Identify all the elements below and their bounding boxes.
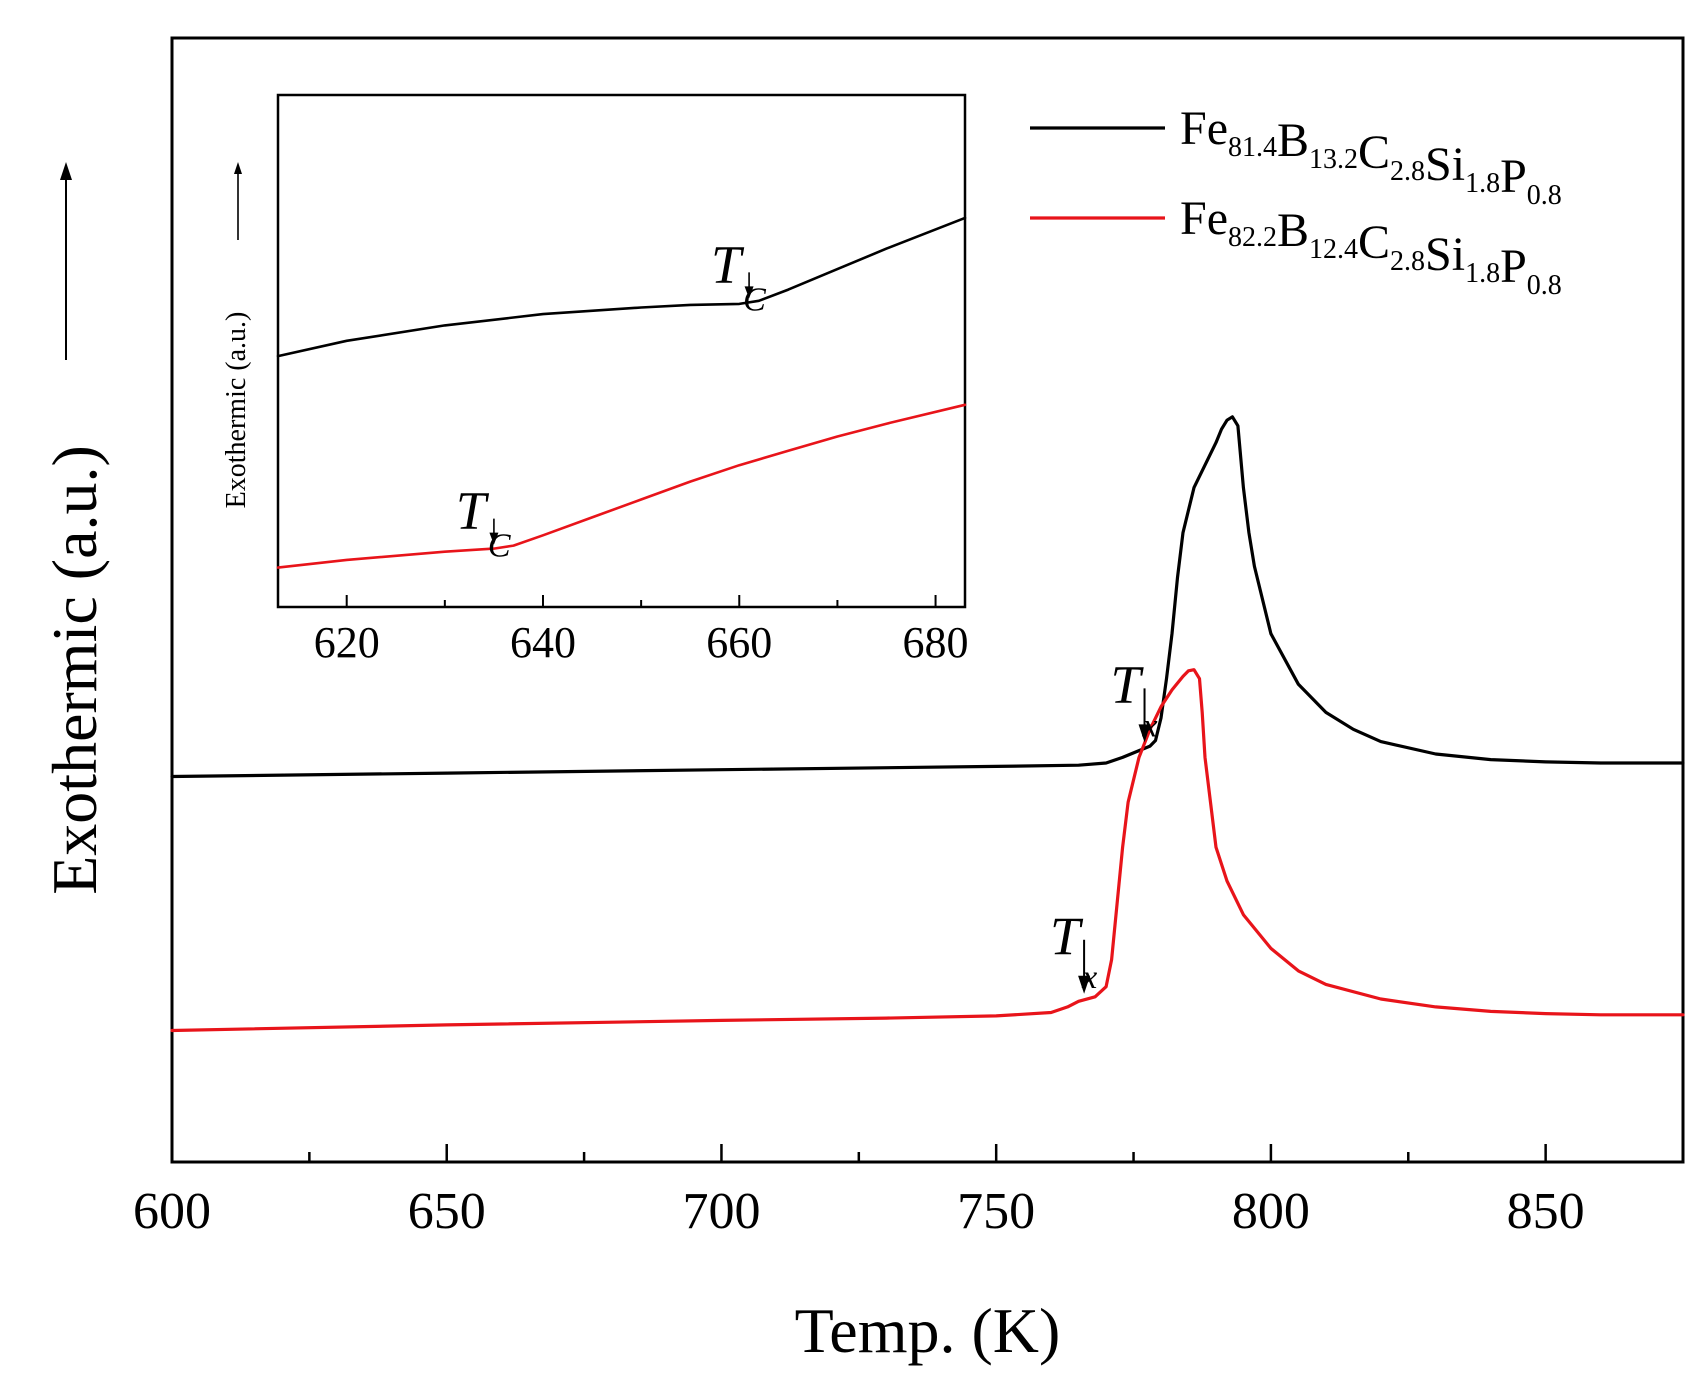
legend-element-subscript: 0.8: [1527, 180, 1562, 211]
legend-element-subscript: 1.8: [1465, 168, 1500, 199]
main-series-line-2: [170, 668, 1685, 1033]
inset-annotation-sub: C: [488, 528, 511, 565]
inset-annotation-2: TC: [456, 481, 511, 565]
legend-element-subscript: 81.4: [1228, 132, 1277, 163]
legend-element-symbol: Fe: [1180, 192, 1228, 245]
inset-y-axis-title-group: Exothermic (a.u.): [221, 312, 252, 509]
inset-annotation-arrow-head: [744, 286, 754, 299]
inset-annotation-1: TC: [711, 234, 766, 318]
legend-element-subscript: 13.2: [1309, 144, 1358, 175]
y-axis-title: Exothermic (a.u.): [39, 445, 110, 895]
legend-element-subscript: 0.8: [1527, 270, 1562, 301]
legend-label-1: Fe81.4B13.2C2.8Si1.8P0.8: [1180, 102, 1562, 211]
inset-y-axis-arrow-head: [234, 162, 242, 174]
legend-element-symbol: Si: [1425, 228, 1465, 281]
y-axis-arrow-head: [60, 162, 72, 180]
inset-xtick-label-680: 680: [903, 618, 969, 667]
legend: Fe81.4B13.2C2.8Si1.8P0.8Fe82.2B12.4C2.8S…: [1030, 102, 1562, 301]
legend-label-2: Fe82.2B12.4C2.8Si1.8P0.8: [1180, 192, 1562, 301]
legend-element-subscript: 1.8: [1465, 258, 1500, 289]
legend-element-subscript: 82.2: [1228, 222, 1277, 253]
legend-element-symbol: C: [1358, 216, 1390, 269]
main-annotation-1: Tx: [1110, 654, 1157, 744]
main-annotation-sub: x: [1142, 707, 1158, 744]
main-annotation-label: T: [1050, 906, 1084, 966]
inset-series-line-2: [276, 403, 967, 569]
legend-element-symbol: Si: [1425, 138, 1465, 191]
main-annotation-sub: x: [1081, 959, 1097, 996]
main-annotation-2: Tx: [1050, 906, 1097, 996]
main-frame: [170, 36, 1685, 1164]
y-axis-title-group: Exothermic (a.u.): [39, 445, 110, 895]
inset-annotation-arrow-head: [489, 532, 499, 545]
inset-xtick-label-660: 660: [706, 618, 772, 667]
legend-element-symbol: B: [1277, 204, 1309, 257]
main-annotation-label: T: [1110, 654, 1144, 714]
main-xtick-label-850: 850: [1507, 1183, 1585, 1240]
main-xtick-label-650: 650: [408, 1183, 486, 1240]
inset-frame: [276, 93, 967, 609]
legend-element-subscript: 2.8: [1390, 246, 1425, 277]
legend-element-subscript: 2.8: [1390, 156, 1425, 187]
main-xtick-label-600: 600: [133, 1183, 211, 1240]
main-xtick-label-750: 750: [957, 1183, 1035, 1240]
inset-background: [278, 95, 965, 607]
legend-element-subscript: 12.4: [1309, 234, 1358, 265]
legend-element-symbol: P: [1500, 240, 1527, 293]
legend-element-symbol: C: [1358, 126, 1390, 179]
inset-annotation-label: T: [456, 481, 490, 541]
legend-entry-2: Fe82.2B12.4C2.8Si1.8P0.8: [1030, 192, 1562, 301]
x-axis-title: Temp. (K): [795, 1295, 1061, 1366]
inset-y-axis-title: Exothermic (a.u.): [221, 312, 252, 509]
main-xtick-label-700: 700: [682, 1183, 760, 1240]
main-xtick-label-800: 800: [1232, 1183, 1310, 1240]
legend-element-symbol: B: [1277, 114, 1309, 167]
inset-annotation-label: T: [711, 234, 745, 294]
inset-series-line-1: [276, 216, 967, 358]
inset-annotation-sub: C: [743, 281, 766, 318]
inset-xtick-label-620: 620: [314, 618, 380, 667]
legend-entry-1: Fe81.4B13.2C2.8Si1.8P0.8: [1030, 102, 1562, 211]
main-annotation-arrow-head: [1078, 975, 1091, 994]
legend-element-symbol: P: [1500, 150, 1527, 203]
main-series-line-1: [170, 415, 1685, 779]
main-annotation-arrow-head: [1138, 724, 1151, 743]
legend-element-symbol: Fe: [1180, 102, 1228, 155]
inset-xtick-label-640: 640: [510, 618, 576, 667]
